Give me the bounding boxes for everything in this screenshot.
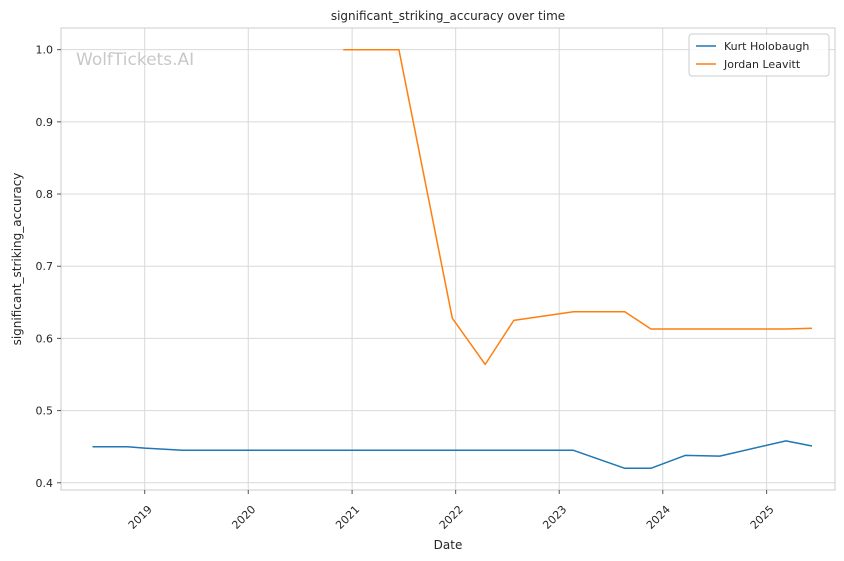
y-tick-label: 0.9 xyxy=(36,116,54,129)
chart-title: significant_striking_accuracy over time xyxy=(331,9,565,23)
series-line-jordan-leavitt xyxy=(343,48,813,366)
plot-area-frame xyxy=(60,27,836,491)
legend: Kurt Holobaugh Jordan Leavitt xyxy=(688,33,830,77)
y-tick-label: 0.5 xyxy=(36,405,54,418)
series-line-kurt-holobaugh xyxy=(92,440,813,470)
x-tick-label: 2024 xyxy=(644,503,673,532)
y-axis-label: significant_striking_accuracy xyxy=(10,173,24,346)
x-tick-label: 2025 xyxy=(748,503,777,532)
x-axis-label: Date xyxy=(434,538,463,552)
x-tick-label: 2021 xyxy=(333,503,362,532)
y-tick-label: 0.8 xyxy=(36,188,54,201)
y-axis-ticks: 0.4 0.5 0.6 0.7 0.8 0.9 1.0 xyxy=(36,44,61,490)
y-tick-label: 0.7 xyxy=(36,260,54,273)
legend-item: Kurt Holobaugh xyxy=(696,40,809,53)
legend-label: Kurt Holobaugh xyxy=(724,40,809,53)
legend-box xyxy=(688,33,830,77)
legend-label: Jordan Leavitt xyxy=(723,58,801,71)
x-axis-ticks: 2019 2020 2021 2022 2023 2024 2025 xyxy=(126,490,777,532)
y-gridlines xyxy=(61,49,835,484)
x-tick-label: 2020 xyxy=(229,503,258,532)
x-tick-label: 2019 xyxy=(126,503,155,532)
y-tick-label: 0.4 xyxy=(36,477,54,490)
series-lines xyxy=(92,48,813,470)
x-tick-label: 2022 xyxy=(437,503,466,532)
x-tick-label: 2023 xyxy=(540,503,569,532)
legend-item: Jordan Leavitt xyxy=(696,58,801,71)
y-tick-label: 1.0 xyxy=(36,44,54,57)
x-gridlines xyxy=(144,28,768,490)
y-tick-label: 0.6 xyxy=(36,332,54,345)
watermark-text: WolfTickets.AI xyxy=(76,50,194,70)
